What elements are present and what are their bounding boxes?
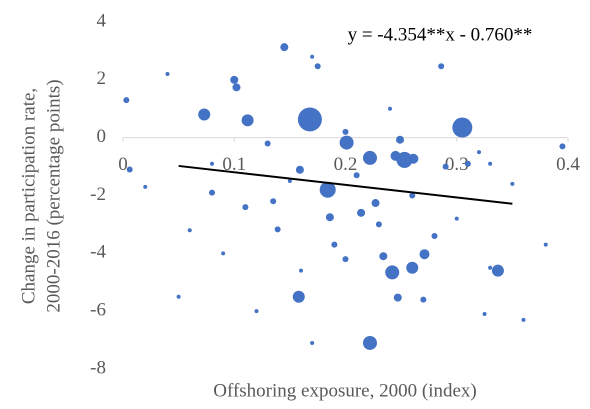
bubble [297, 107, 322, 132]
bubble [165, 72, 170, 77]
bubble [123, 97, 130, 104]
bubble [221, 251, 226, 256]
bubble [543, 242, 548, 247]
bubble [477, 150, 481, 155]
bubble [241, 114, 254, 127]
bubble [488, 161, 493, 166]
bubble [420, 296, 427, 303]
x-tick-label: 0.3 [445, 154, 469, 175]
bubble [390, 150, 401, 161]
bubble [299, 268, 303, 273]
bubble [274, 226, 281, 233]
bubble [210, 161, 214, 166]
bubble [242, 204, 249, 211]
bubble [371, 199, 380, 208]
x-tick-label: 0.4 [556, 154, 580, 175]
y-tick-label: 0 [97, 126, 107, 147]
bubble [280, 43, 289, 52]
bubble [442, 163, 449, 170]
bubble [143, 184, 148, 189]
bubble [339, 135, 354, 150]
bubble [342, 256, 349, 263]
bubble [126, 166, 133, 173]
bubble [452, 117, 473, 138]
x-tick-label: 0.1 [222, 154, 246, 175]
bubble [342, 128, 349, 135]
bubble [209, 189, 215, 196]
bubble [396, 135, 405, 144]
y-axis-label: Change in participation rate, [18, 88, 39, 304]
bubble [491, 264, 504, 277]
x-tick-label: 0.2 [334, 154, 358, 175]
bubble [176, 294, 181, 299]
bubble [419, 249, 430, 260]
bubble [292, 290, 305, 303]
bubble [379, 252, 388, 261]
bubble [310, 54, 315, 59]
bubble [393, 293, 402, 302]
bubble [438, 63, 445, 70]
bubble [319, 181, 336, 198]
bubble [362, 150, 377, 165]
x-tick-label: 0 [118, 154, 128, 175]
bubble [510, 181, 515, 186]
y-axis-label: 2000-2016 (percentage points) [43, 79, 64, 312]
y-tick-label: -2 [90, 184, 106, 205]
bubble [388, 106, 392, 111]
bubble [331, 241, 338, 248]
bubble [270, 198, 277, 205]
bubble [325, 213, 334, 222]
bubble [385, 265, 400, 280]
bubble [287, 179, 292, 184]
y-tick-label: -4 [90, 242, 106, 263]
trend-equation: y = -4.354**x - 0.760** [348, 24, 533, 45]
x-axis-label: Offshoring exposure, 2000 (index) [213, 380, 477, 401]
y-tick-label: 2 [97, 68, 107, 89]
y-tick-label: 4 [97, 10, 107, 31]
bubble [362, 335, 377, 350]
bubble [406, 261, 419, 274]
bubble [310, 340, 315, 345]
bubble [431, 232, 438, 239]
bubble [232, 83, 241, 92]
bubble [314, 63, 321, 70]
bubble [295, 165, 304, 174]
trend-line [178, 164, 513, 205]
bubble [264, 140, 271, 147]
bubble [559, 143, 566, 150]
bubble [230, 75, 239, 84]
bubble [198, 108, 211, 121]
bubble [375, 221, 382, 228]
y-tick-label: -6 [90, 300, 106, 321]
bubble [454, 216, 459, 221]
bubble [409, 192, 416, 199]
bubble [488, 265, 493, 270]
bubble [357, 208, 366, 217]
bubble [187, 228, 192, 233]
bubble [482, 312, 487, 317]
bubble [353, 172, 360, 179]
bubble [521, 317, 526, 322]
bubble [464, 160, 471, 167]
bubble [254, 309, 259, 314]
bubble [408, 153, 419, 164]
y-tick-label: -8 [90, 357, 106, 378]
